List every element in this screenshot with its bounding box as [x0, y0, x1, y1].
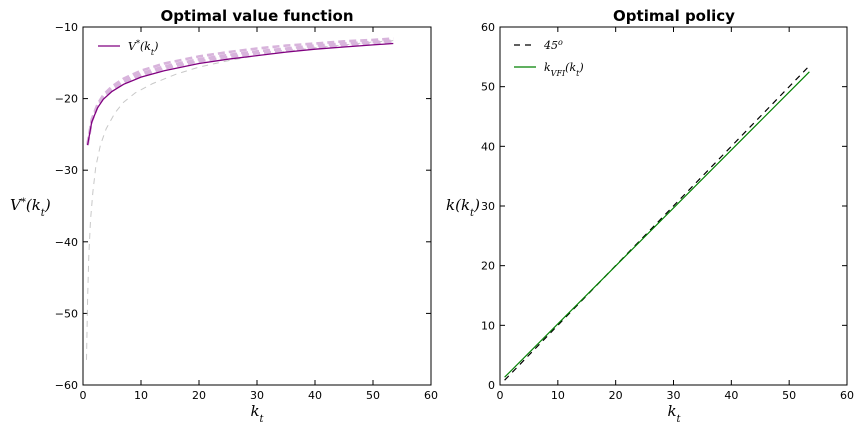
- policy-legend: 45o kVFI(kt): [514, 38, 584, 78]
- value-function-x-label: kt: [250, 402, 264, 425]
- value-function-panel: Optimal value function 0 10 20 30 40 50 60 −60…: [10, 7, 438, 425]
- value-function-x-tick-label: 30: [250, 389, 264, 402]
- policy-y-tick-label: 0: [488, 379, 495, 392]
- policy-x-label: kt: [667, 402, 681, 425]
- policy-y-tick-label: 50: [481, 81, 495, 94]
- value-function-series-1: [86, 40, 394, 360]
- policy-x-tick-label: 20: [609, 389, 623, 402]
- policy-title: Optimal policy: [613, 7, 735, 25]
- policy-y-ticks: 0 10 20 30 40 50 60: [481, 21, 847, 392]
- value-function-lines: [86, 37, 394, 360]
- value-function-y-tick-label: −30: [55, 164, 78, 177]
- value-function-y-tick-label: −60: [55, 379, 78, 392]
- policy-y-tick-label: 10: [481, 319, 495, 332]
- value-function-y-ticks: −60 −50 −40 −30 −20 −10: [55, 21, 431, 392]
- policy-plot-frame: [499, 26, 848, 386]
- policy-series-0: [504, 65, 810, 381]
- value-function-x-tick-label: 60: [424, 389, 438, 402]
- value-function-y-tick-label: −50: [55, 307, 78, 320]
- legend-diagonal-label: 45o: [543, 38, 563, 53]
- value-function-y-tick-label: −20: [55, 93, 78, 106]
- policy-y-tick-label: 40: [481, 140, 495, 153]
- policy-lines: [504, 65, 810, 381]
- legend-value-label: V*(kt): [128, 39, 158, 57]
- policy-y-tick-label: 30: [481, 200, 495, 213]
- value-function-x-tick-label: 50: [366, 389, 380, 402]
- value-function-y-tick-label: −40: [55, 236, 78, 249]
- value-function-y-tick-label: −10: [55, 21, 78, 34]
- policy-x-tick-label: 10: [551, 389, 565, 402]
- value-function-x-tick-label: 0: [80, 389, 87, 402]
- value-function-x-ticks: 0 10 20 30 40 50 60: [80, 27, 438, 402]
- policy-x-tick-label: 50: [782, 389, 796, 402]
- policy-panel: Optimal policy 0 10 20 30 40 50 60 0 10 20 30 40 50…: [446, 7, 854, 425]
- policy-x-tick-label: 30: [667, 389, 681, 402]
- value-function-plot-frame: [82, 26, 432, 386]
- value-function-x-tick-label: 40: [308, 389, 322, 402]
- value-function-legend: V*(kt): [98, 39, 158, 57]
- policy-y-label: k(kt): [446, 196, 480, 219]
- value-function-x-tick-label: 20: [192, 389, 206, 402]
- policy-x-ticks: 0 10 20 30 40 50 60: [497, 27, 854, 402]
- policy-x-tick-label: 0: [497, 389, 504, 402]
- policy-x-tick-label: 60: [840, 389, 854, 402]
- value-function-y-label: V*(kt): [10, 196, 51, 219]
- value-function-series-2: [86, 37, 394, 144]
- value-function-x-tick-label: 10: [134, 389, 148, 402]
- policy-y-tick-label: 20: [481, 260, 495, 273]
- legend-policy-label: kVFI(kt): [544, 61, 584, 78]
- policy-x-tick-label: 40: [724, 389, 738, 402]
- value-function-title: Optimal value function: [160, 7, 353, 25]
- policy-series-1: [504, 71, 810, 378]
- policy-y-tick-label: 60: [481, 21, 495, 34]
- value-function-series-0: [86, 42, 394, 146]
- value-function-series-3: [86, 39, 394, 145]
- value-function-series-4: [86, 40, 394, 146]
